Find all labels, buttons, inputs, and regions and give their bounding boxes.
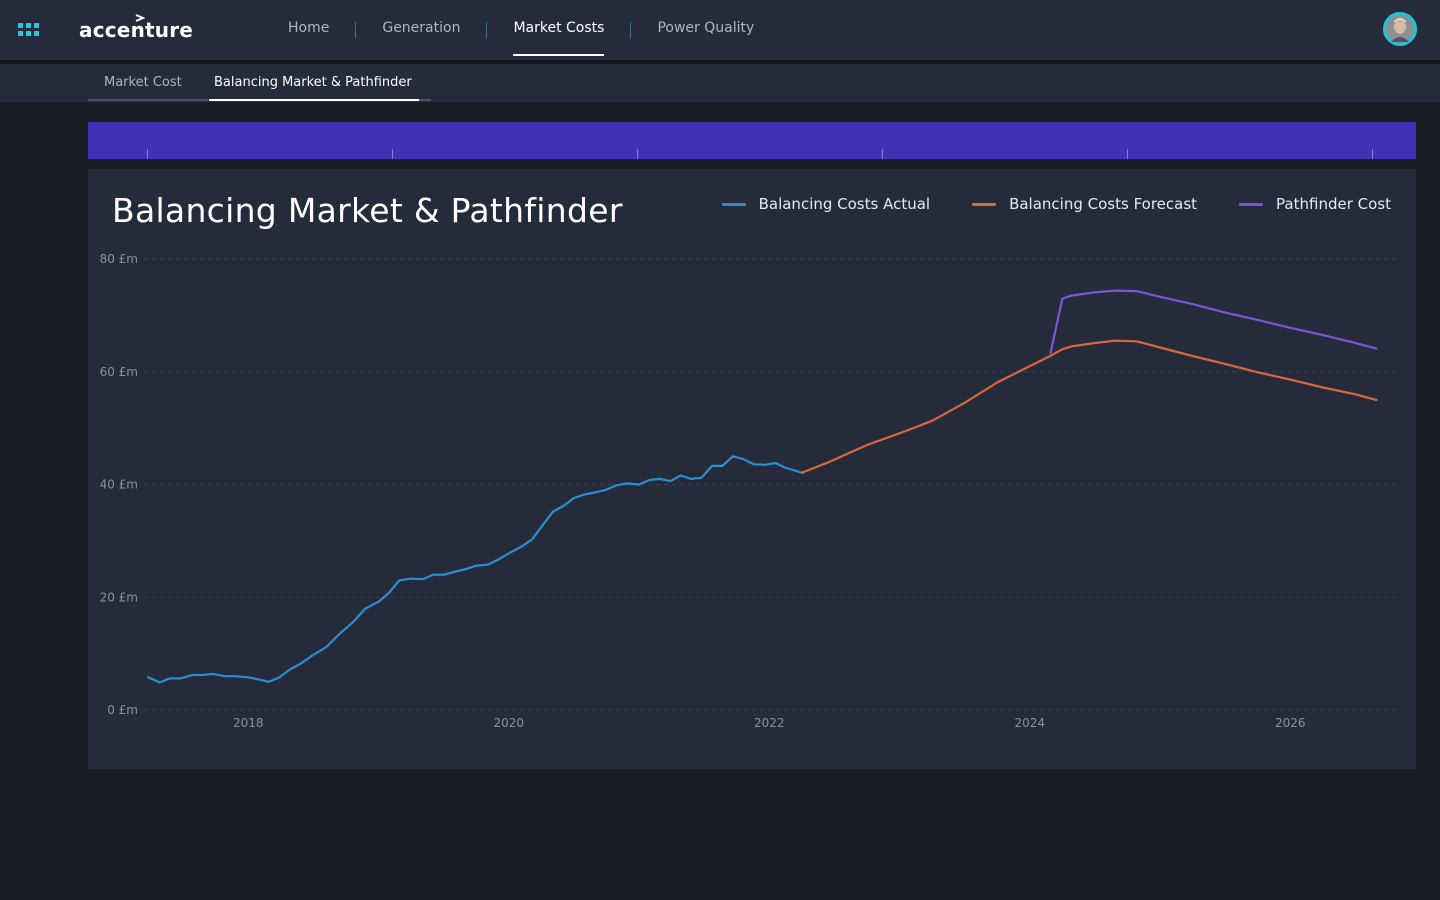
legend-label: Balancing Costs Forecast [1009, 195, 1198, 213]
series-line-actual [146, 455, 803, 684]
legend-swatch [1239, 202, 1264, 206]
x-tick-label: 2022 [754, 716, 785, 730]
logo-text: accenture [79, 18, 194, 42]
nav-divider [355, 22, 357, 38]
y-tick-label: 20 £m [100, 590, 138, 604]
band-tick [1127, 149, 1128, 159]
nav-divider [486, 22, 488, 38]
main-nav: Home Generation Market Costs Power Quali… [288, 0, 754, 60]
legend-item-forecast[interactable]: Balancing Costs Forecast [972, 195, 1197, 213]
legend-swatch [721, 202, 746, 206]
tab-underline [88, 99, 208, 101]
grid-apps-icon[interactable] [18, 23, 40, 37]
nav-generation[interactable]: Generation [382, 20, 461, 36]
user-avatar-icon[interactable] [1383, 12, 1417, 46]
x-tick-label: 2018 [233, 716, 264, 730]
y-tick-label: 0 £m [107, 703, 138, 717]
legend-swatch [972, 202, 997, 206]
y-tick-label: 60 £m [100, 365, 138, 379]
tab-active-underline [209, 99, 419, 101]
avatar-portrait-icon [1383, 12, 1417, 46]
legend-item-pathfinder[interactable]: Pathfinder Cost [1239, 195, 1391, 213]
nav-home[interactable]: Home [288, 20, 330, 36]
topbar-divider [0, 60, 1440, 64]
top-navigation-bar: accenture Home Generation Market Costs P… [0, 0, 1440, 60]
chart-legend: Balancing Costs Actual Balancing Costs F… [680, 195, 1391, 213]
x-tick-label: 2024 [1015, 716, 1046, 730]
x-tick-label: 2020 [494, 716, 525, 730]
chart-card: 0 £m 20 £m 40 £m 60 £m 80 £m 2018 2020 2022 2024… [88, 169, 1416, 769]
nav-market-costs[interactable]: Market Costs [513, 0, 605, 60]
legend-label: Balancing Costs Actual [758, 195, 931, 213]
y-tick-label: 80 £m [100, 252, 138, 266]
band-tick [392, 149, 393, 159]
logo-chevron-icon [135, 14, 145, 22]
tab-balancing-market-pathfinder[interactable]: Balancing Market & Pathfinder [214, 75, 412, 90]
nav-power-quality[interactable]: Power Quality [657, 20, 755, 36]
band-tick [147, 149, 148, 159]
chart-title: Balancing Market & Pathfinder [112, 191, 623, 230]
x-tick-label: 2026 [1275, 716, 1306, 730]
band-tick [637, 149, 638, 159]
series-line-forecast [800, 339, 1378, 474]
y-tick-label: 40 £m [100, 478, 138, 492]
legend-label: Pathfinder Cost [1276, 195, 1391, 213]
legend-item-actual[interactable]: Balancing Costs Actual [721, 195, 931, 213]
line-chart: 0 £m 20 £m 40 £m 60 £m 80 £m 2018 2020 2022 2024… [100, 252, 1400, 730]
series-line-pathfinder [1049, 289, 1378, 354]
nav-divider [630, 22, 632, 38]
sub-tab-bar: Market Cost Balancing Market & Pathfinde… [0, 64, 1440, 102]
band-tick [882, 149, 883, 159]
tab-market-cost[interactable]: Market Cost [104, 75, 182, 90]
band-tick [1372, 149, 1373, 159]
timeline-band[interactable] [88, 122, 1416, 159]
